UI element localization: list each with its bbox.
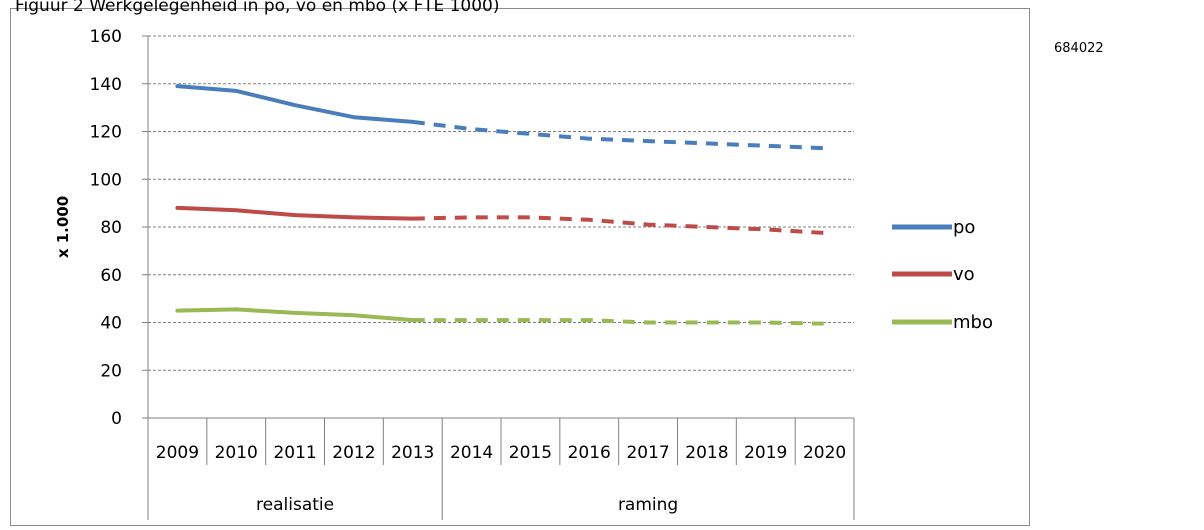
y-tick-label-60: 60	[100, 266, 122, 286]
y-tick-label-160: 160	[90, 27, 122, 47]
group-label-raming: raming	[618, 495, 678, 515]
y-tick-label-0: 0	[111, 409, 122, 429]
x-tick-label-2011: 2011	[273, 443, 316, 463]
series-line-po-raming	[412, 119, 825, 151]
series-line-vo-realisatie	[175, 205, 415, 221]
series-line-vo-raming	[412, 215, 825, 235]
x-tick-label-2010: 2010	[215, 443, 258, 463]
legend: po vo mbo	[892, 217, 993, 333]
y-tick-labels: 0 20 40 60 80 100 120 140 160	[90, 27, 122, 429]
series-line-mbo-realisatie	[175, 307, 415, 323]
gridlines	[148, 35, 854, 371]
x-tick-label-2016: 2016	[568, 443, 611, 463]
x-tick-label-2018: 2018	[685, 443, 728, 463]
series-line-mbo-raming	[412, 318, 825, 326]
y-tick-label-80: 80	[100, 218, 122, 238]
legend-label-mbo: mbo	[953, 312, 993, 333]
x-tick-label-2014: 2014	[450, 443, 493, 463]
figure-title: Figuur 2 Werkgelegenheid in po, vo en mb…	[15, 0, 500, 16]
x-tick-label-2019: 2019	[744, 443, 787, 463]
y-tick-label-40: 40	[100, 314, 122, 334]
y-tick-label-100: 100	[90, 170, 122, 190]
x-tick-label-2015: 2015	[509, 443, 552, 463]
y-axis-label: x 1.000	[54, 196, 72, 258]
x-tick-label-2017: 2017	[626, 443, 669, 463]
side-code: 684022	[1054, 41, 1104, 56]
series-lines	[175, 84, 825, 326]
y-tick-label-20: 20	[100, 361, 122, 381]
legend-label-vo: vo	[953, 264, 975, 285]
series-line-po-realisatie	[175, 84, 415, 124]
x-axis: 2009 2010 2011 2012 2013 2014 2015 2016 2017 2018…	[142, 35, 855, 520]
x-tick-label-2009: 2009	[156, 443, 199, 463]
x-tick-label-2013: 2013	[391, 443, 434, 463]
group-label-realisatie: realisatie	[256, 495, 334, 515]
x-tick-label-2020: 2020	[803, 443, 846, 463]
x-tick-label-2012: 2012	[332, 443, 375, 463]
y-tick-label-140: 140	[90, 75, 122, 95]
chart-frame: Figuur 2 Werkgelegenheid in po, vo en mb…	[10, 0, 1030, 526]
legend-label-po: po	[953, 217, 975, 238]
y-tick-label-120: 120	[90, 123, 122, 143]
